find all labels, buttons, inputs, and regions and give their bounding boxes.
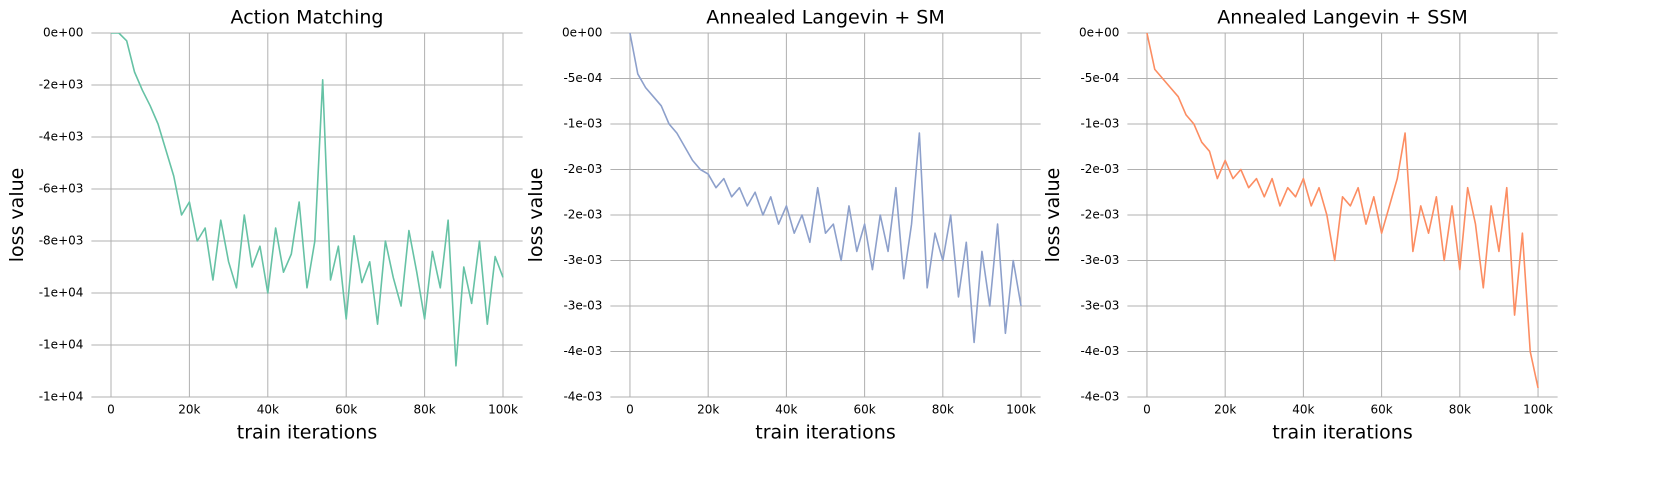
y-tick-label: -1e-03 [1080, 117, 1119, 131]
x-tick-label: 80k [1449, 403, 1471, 417]
panel: 0e+00 -5e-04 -1e-03 -2e-03 -2e-03 -3e-03 -3e-0… [525, 7, 1041, 444]
chart-title: Annealed Langevin + SM [706, 7, 945, 29]
y-tick-label: -2e-03 [1080, 208, 1119, 222]
y-tick-label: -3e-03 [563, 253, 602, 267]
x-tick-label: 20k [178, 403, 200, 417]
x-tick-label: 100k [1006, 403, 1036, 417]
x-tick-label: 100k [1523, 403, 1553, 417]
y-tick-label: -3e-03 [1080, 253, 1119, 267]
y-tick-label: -1e+04 [39, 338, 84, 352]
y-tick-label: -4e-03 [1080, 344, 1119, 358]
y-tick-label: -4e-03 [1080, 390, 1119, 404]
y-tick-label: 0e+00 [43, 26, 83, 40]
y-tick-label: -5e-04 [1080, 71, 1119, 85]
y-tick-label: -3e-03 [1080, 299, 1119, 313]
y-axis-label: loss value [6, 168, 28, 263]
y-tick-label: -5e-04 [563, 71, 602, 85]
loss-line [629, 33, 1022, 344]
y-tick-label: -8e+03 [39, 234, 84, 248]
panel: 0e+00 -5e-04 -1e-03 -2e-03 -2e-03 -3e-03 -3e-0… [1042, 7, 1558, 444]
x-tick-label: 0 [1143, 403, 1151, 417]
y-tick-label: -4e+03 [39, 130, 84, 144]
loss-line [111, 33, 504, 367]
chart-title: Action Matching [231, 7, 384, 29]
y-tick-label: -2e-03 [563, 208, 602, 222]
y-tick-label: -1e+04 [39, 286, 84, 300]
y-tick-label: -1e+04 [39, 390, 84, 404]
x-tick-label: 60k [1370, 403, 1392, 417]
y-tick-label: -2e+03 [39, 78, 84, 92]
y-tick-label: 0e+00 [562, 26, 602, 40]
y-tick-label: -3e-03 [563, 299, 602, 313]
chart-title: Annealed Langevin + SSM [1217, 7, 1468, 29]
x-tick-label: 40k [775, 403, 797, 417]
y-tick-label: -4e-03 [563, 344, 602, 358]
x-tick-label: 60k [335, 403, 357, 417]
y-tick-label: -4e-03 [563, 390, 602, 404]
x-tick-label: 80k [413, 403, 435, 417]
x-tick-label: 40k [257, 403, 279, 417]
x-axis-label: train iterations [1272, 422, 1412, 444]
y-tick-label: 0e+00 [1079, 26, 1119, 40]
y-axis-label: loss value [1042, 168, 1064, 263]
x-tick-label: 0 [626, 403, 634, 417]
y-tick-label: -2e-03 [1080, 162, 1119, 176]
x-tick-label: 20k [697, 403, 719, 417]
x-tick-label: 60k [853, 403, 875, 417]
x-tick-label: 0 [107, 403, 115, 417]
loss-line [1146, 33, 1539, 389]
x-tick-label: 100k [488, 403, 518, 417]
x-tick-label: 40k [1292, 403, 1314, 417]
y-tick-label: -6e+03 [39, 182, 84, 196]
x-axis-label: train iterations [237, 422, 377, 444]
y-tick-label: -1e-03 [563, 117, 602, 131]
y-axis-label: loss value [525, 168, 547, 263]
x-tick-label: 80k [932, 403, 954, 417]
x-axis-label: train iterations [755, 422, 895, 444]
y-tick-label: -2e-03 [563, 162, 602, 176]
panel: 0e+00 -2e+03 -4e+03 -6e+03 -8e+03 -1e+04 -1e+0… [6, 7, 523, 444]
x-tick-label: 20k [1214, 403, 1236, 417]
